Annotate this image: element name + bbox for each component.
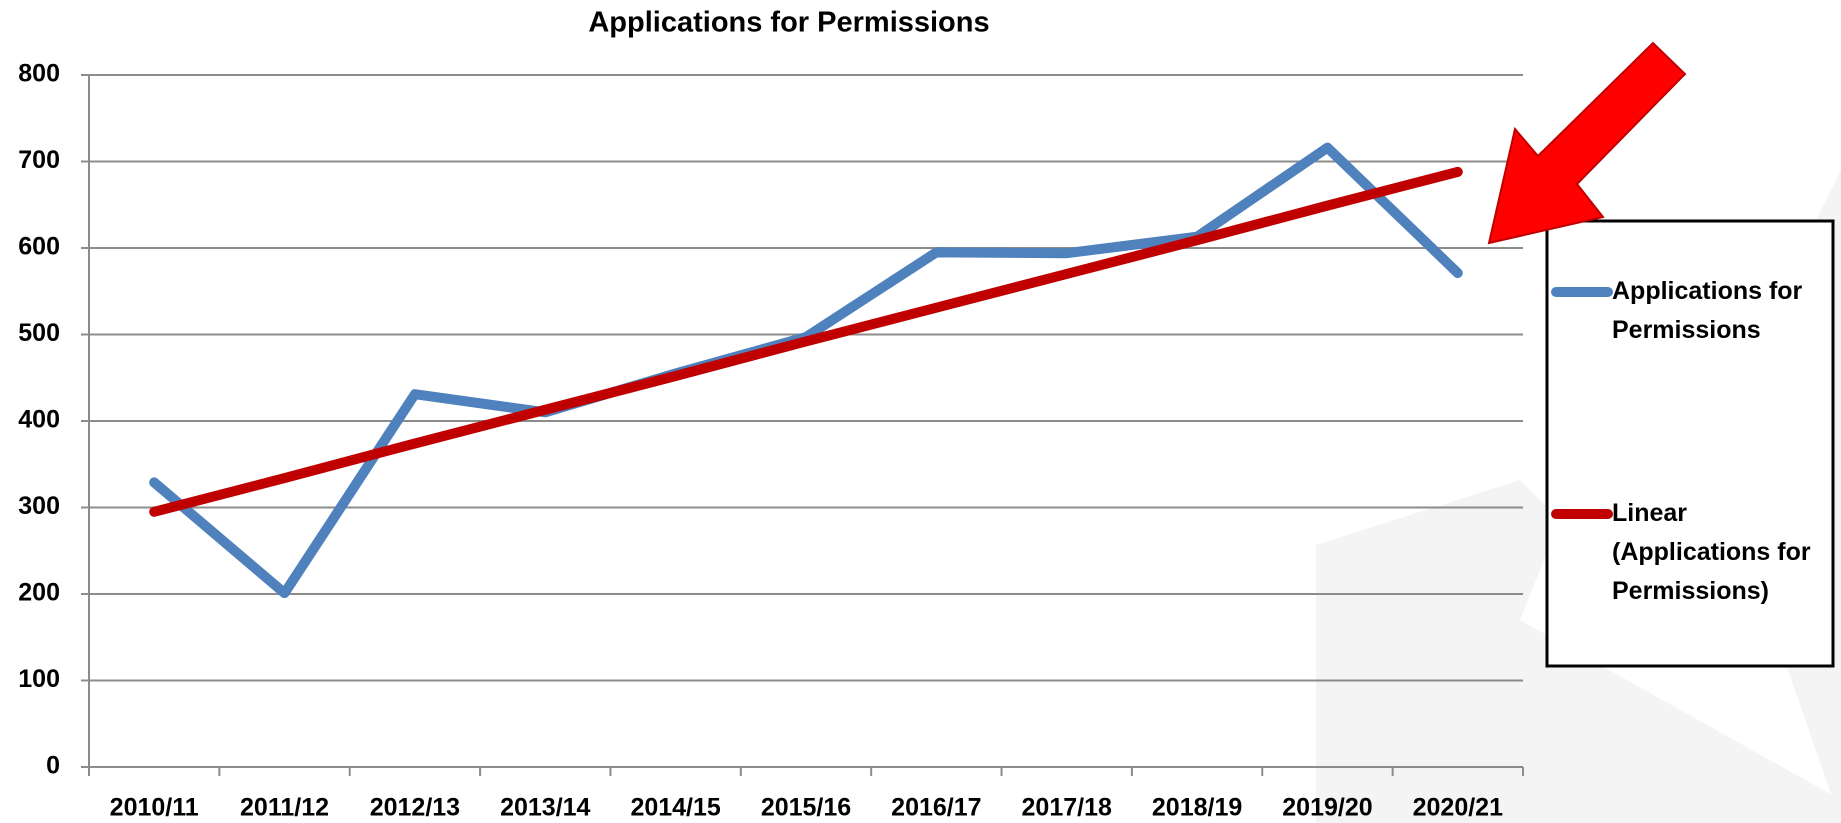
y-tick-label: 400	[18, 406, 60, 434]
x-tick-label: 2010/11	[110, 794, 199, 822]
y-tick-label: 600	[18, 233, 60, 261]
background-leaf	[1316, 480, 1841, 823]
y-tick-label: 500	[18, 319, 60, 347]
series-line	[149, 142, 1463, 599]
y-tick-label: 800	[18, 60, 60, 88]
y-tick-label: 0	[46, 752, 60, 780]
arrow-annotation	[1487, 41, 1687, 245]
x-tick-label: 2014/15	[630, 794, 720, 822]
legend-label: Linear (Applications for Permissions)	[1612, 499, 1811, 605]
x-tick-label: 2015/16	[761, 794, 851, 822]
y-tick-label: 100	[18, 665, 60, 693]
y-tick-label: 700	[18, 146, 60, 174]
x-tick-label: 2020/21	[1413, 794, 1503, 822]
x-tick-label: 2013/14	[500, 794, 590, 822]
x-tick-label: 2017/18	[1022, 794, 1112, 822]
x-tick-label: 2019/20	[1282, 794, 1372, 822]
x-tick-label: 2016/17	[891, 794, 981, 822]
y-tick-label: 300	[18, 492, 60, 520]
x-tick-label: 2011/12	[240, 794, 329, 822]
series-line	[149, 166, 1463, 517]
x-tick-label: 2012/13	[370, 794, 460, 822]
y-tick-label: 200	[18, 579, 60, 607]
x-tick-label: 2018/19	[1152, 794, 1242, 822]
chart-title: Applications for Permissions	[588, 7, 989, 39]
legend-label: Applications for Permissions	[1612, 277, 1803, 344]
